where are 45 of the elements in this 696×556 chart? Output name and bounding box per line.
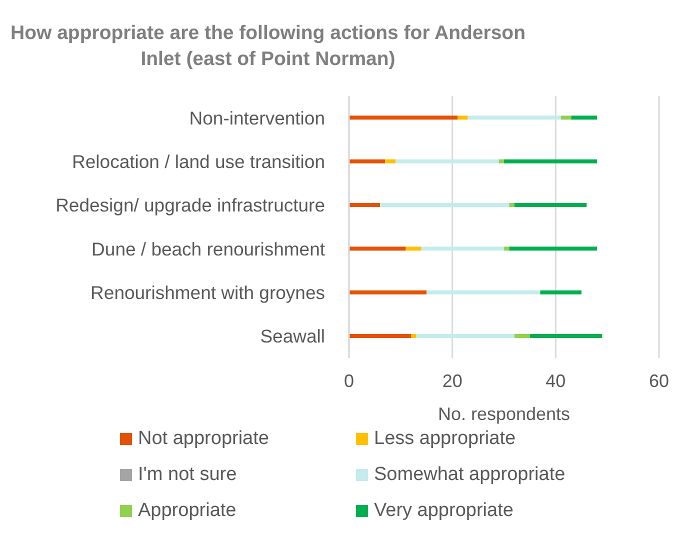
y-tick-label: Seawall bbox=[260, 326, 325, 347]
bar bbox=[504, 246, 510, 251]
bar bbox=[530, 334, 602, 338]
y-tick-label: Renourishment with groynes bbox=[90, 282, 325, 304]
y-tick-label: Dune / beach renourishment bbox=[92, 238, 325, 260]
legend-label: Less appropriate bbox=[374, 428, 516, 450]
y-tick-label: Non-intervention bbox=[189, 107, 325, 128]
x-tick-label: 20 bbox=[442, 370, 462, 391]
bar bbox=[540, 290, 582, 294]
bar bbox=[421, 246, 504, 251]
legend-label: Very appropriate bbox=[374, 500, 514, 522]
y-tick-label: Relocation / land use transition bbox=[72, 151, 325, 172]
bar bbox=[349, 116, 458, 120]
bar bbox=[458, 116, 468, 120]
legend-label: Somewhat appropriate bbox=[374, 464, 566, 486]
bar bbox=[349, 290, 426, 294]
bar bbox=[406, 246, 422, 251]
bar bbox=[349, 246, 406, 251]
bar bbox=[509, 202, 514, 207]
bar bbox=[504, 159, 597, 164]
bar bbox=[468, 116, 561, 120]
legend-label: Appropriate bbox=[138, 500, 236, 522]
x-axis-title: No. respondents bbox=[438, 404, 570, 424]
bar bbox=[396, 159, 499, 164]
x-tick-label: 40 bbox=[546, 370, 566, 391]
y-tick-label: Redesign/ upgrade infrastructure bbox=[56, 194, 325, 216]
legend-label: Not appropriate bbox=[138, 428, 269, 450]
bar bbox=[349, 334, 411, 338]
bar bbox=[385, 159, 396, 164]
bar bbox=[426, 290, 540, 294]
bar bbox=[514, 202, 587, 207]
x-tick-label: 60 bbox=[648, 370, 670, 391]
legend-label: I'm not sure bbox=[138, 464, 237, 486]
bar bbox=[514, 334, 530, 338]
bar bbox=[509, 246, 597, 251]
bar bbox=[349, 159, 386, 164]
bar bbox=[380, 202, 510, 207]
bar bbox=[411, 334, 416, 338]
chart-title: How appropriate are the following actions for Anderson Inlet (east of Point Norman) bbox=[10, 21, 526, 72]
bar bbox=[560, 116, 572, 120]
bar bbox=[416, 334, 514, 338]
bar bbox=[498, 159, 504, 164]
x-tick-label: 0 bbox=[344, 370, 354, 391]
bar bbox=[571, 116, 597, 120]
bar bbox=[349, 202, 380, 207]
